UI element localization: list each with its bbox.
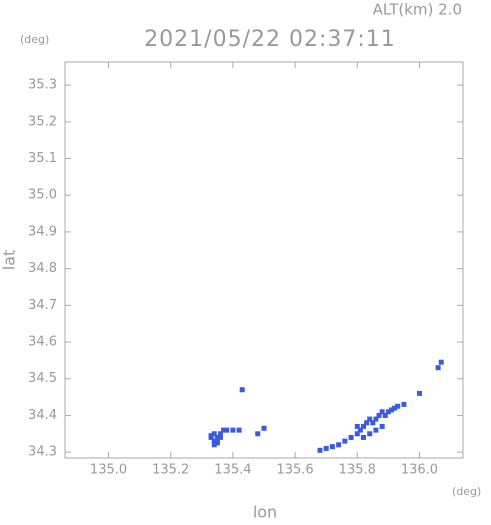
- y-tick-label: 35.3: [28, 78, 57, 93]
- radar-echo: [329, 444, 335, 450]
- radar-echo: [236, 427, 242, 433]
- radar-echo: [224, 427, 230, 433]
- radar-echo: [401, 401, 407, 407]
- x-tick-label: 136.0: [401, 463, 438, 478]
- y-tick-label: 34.7: [28, 298, 57, 313]
- radar-echo: [336, 442, 342, 448]
- plot-frame: [64, 61, 464, 459]
- radar-echo: [261, 425, 267, 431]
- x-unit: (deg): [452, 485, 481, 498]
- radar-echo: [376, 412, 382, 418]
- y-tick-label: 34.6: [28, 335, 57, 350]
- radar-echo: [416, 390, 422, 396]
- radar-echo: [342, 438, 348, 444]
- y-tick-label: 34.4: [28, 408, 57, 423]
- radar-echo: [392, 405, 398, 411]
- y-tick-label: 35.1: [28, 151, 57, 166]
- radar-echo: [348, 434, 354, 440]
- x-tick-label: 135.4: [214, 463, 251, 478]
- y-tick-label: 34.9: [28, 224, 57, 239]
- radar-echo: [373, 416, 379, 422]
- x-label: lon: [253, 503, 277, 522]
- radar-echo: [354, 423, 360, 429]
- x-tick-label: 135.0: [90, 463, 127, 478]
- radar-echo: [361, 423, 366, 429]
- radar-echo: [230, 427, 236, 433]
- radar-echo: [217, 431, 223, 437]
- radar-echo: [361, 434, 366, 440]
- chart-title: 2021/05/22 02:37:11: [144, 27, 396, 52]
- radar-echo: [323, 445, 329, 451]
- radar-echo: [221, 427, 227, 433]
- radar-echo: [367, 431, 373, 437]
- radar-echo: [211, 438, 217, 444]
- radar-echo: [214, 440, 220, 446]
- x-tick-label: 135.8: [339, 463, 376, 478]
- radar-echo: [438, 359, 444, 365]
- x-tick-label: 135.2: [152, 463, 189, 478]
- radar-echo: [388, 407, 394, 413]
- y-tick-label: 34.8: [28, 261, 57, 276]
- radar-echo: [211, 431, 217, 437]
- radar-echo: [255, 431, 261, 437]
- radar-echo: [370, 420, 376, 426]
- radar-echo: [379, 423, 385, 429]
- radar-echo: [317, 447, 323, 453]
- radar-echo: [367, 416, 373, 422]
- radar-echo: [373, 427, 379, 433]
- y-tick-label: 34.3: [28, 445, 57, 460]
- radar-echo: [208, 433, 214, 439]
- radar-echo: [217, 434, 223, 440]
- y-unit: (deg): [20, 33, 49, 46]
- radar-echo: [357, 427, 363, 433]
- altitude: ALT(km) 2.0: [373, 1, 462, 19]
- radar-echo: [435, 365, 441, 371]
- radar-echo: [354, 431, 360, 437]
- radar-echo: [214, 434, 220, 440]
- radar-echo: [379, 409, 385, 415]
- y-tick-label: 34.5: [28, 371, 57, 386]
- radar-echo: [382, 412, 388, 418]
- radar-echo: [211, 442, 217, 448]
- radar-echo: [395, 403, 401, 409]
- x-tick-label: 135.6: [276, 463, 313, 478]
- y-tick-label: 35.2: [28, 114, 57, 129]
- y-label: lat: [0, 250, 19, 271]
- radar-echo: [239, 387, 245, 393]
- y-tick-label: 35.0: [28, 188, 57, 203]
- radar-echo: [385, 409, 391, 415]
- radar-echo: [364, 420, 370, 426]
